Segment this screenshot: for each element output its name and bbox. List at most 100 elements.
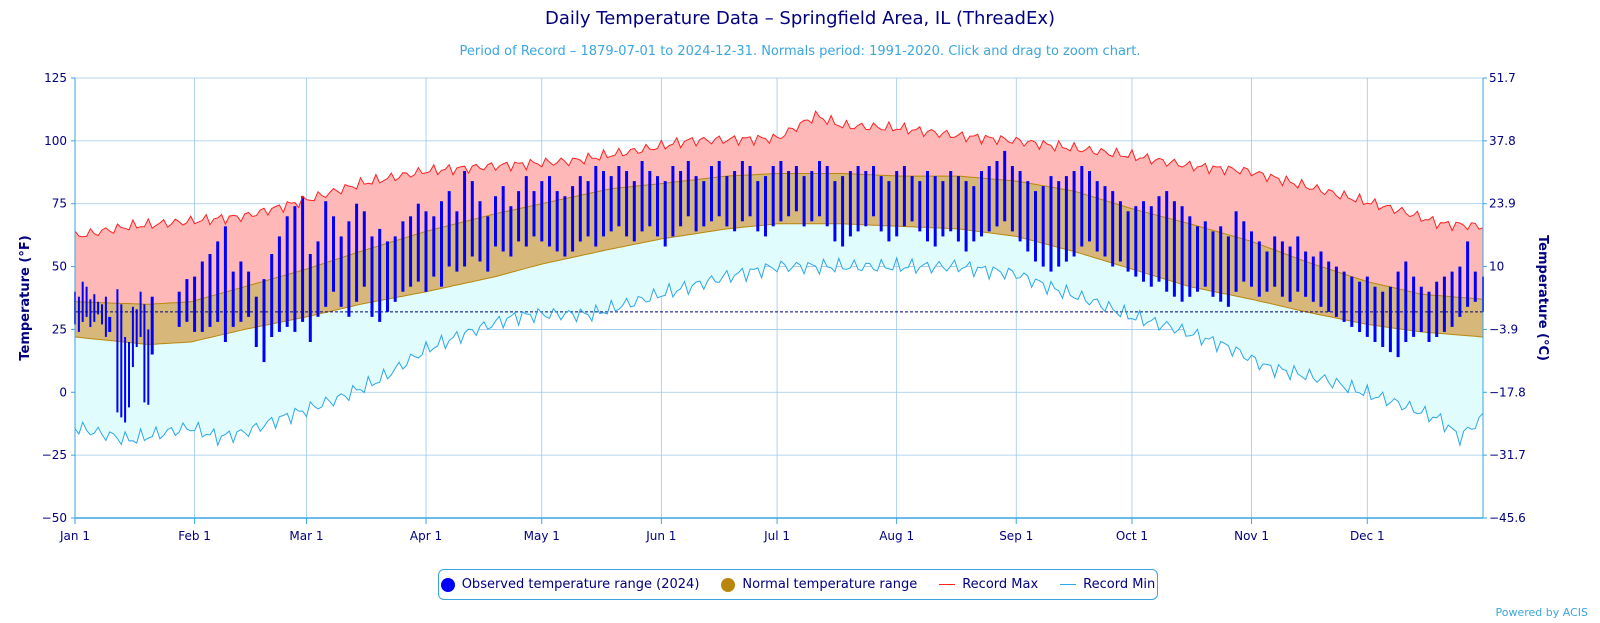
observed-bar <box>1126 211 1130 272</box>
observed-bar <box>856 166 860 232</box>
observed-bar <box>1211 231 1215 297</box>
observed-bar <box>1304 251 1308 297</box>
legend-item-observed[interactable]: Observed temperature range (2024) <box>440 577 699 592</box>
legend-item-normal[interactable]: Normal temperature range <box>721 577 917 592</box>
observed-bar <box>147 329 150 405</box>
observed-bar <box>725 176 729 227</box>
observed-bar <box>486 216 490 272</box>
observed-bar <box>578 176 582 242</box>
x-tick-label: May 1 <box>524 529 560 543</box>
observed-bar <box>933 176 937 247</box>
observed-bar <box>748 166 752 217</box>
observed-bar <box>216 241 220 322</box>
observed-bar <box>1273 236 1277 287</box>
observed-bar <box>1172 201 1176 297</box>
observed-bar <box>81 281 84 322</box>
observed-bar <box>239 261 243 322</box>
observed-bar <box>1311 256 1315 302</box>
observed-bar <box>1350 276 1354 327</box>
observed-bar <box>247 271 251 317</box>
observed-bar <box>139 291 142 337</box>
record-lines <box>74 109 1484 447</box>
legend-line-icon <box>939 584 956 585</box>
observed-bar <box>478 201 482 262</box>
observed-bar <box>208 254 212 327</box>
x-tick-label: Jul 1 <box>763 529 790 543</box>
observed-bar <box>1134 206 1138 277</box>
observed-bar <box>1450 271 1454 327</box>
observed-bar <box>501 186 505 252</box>
observed-bar <box>409 216 413 287</box>
observed-bar <box>710 166 713 222</box>
observed-bar <box>833 181 837 242</box>
x-tick-label: Oct 1 <box>1116 529 1148 543</box>
observed-bar <box>717 161 721 217</box>
observed-bar <box>524 176 528 247</box>
observed-bar <box>825 166 829 227</box>
y-tick-label-left: 125 <box>44 71 67 85</box>
legend-label-record-min: Record Min <box>1083 577 1156 592</box>
observed-bar <box>1111 191 1115 267</box>
observed-bar <box>1072 171 1076 257</box>
observed-bar <box>740 161 744 222</box>
observed-bar <box>848 171 852 237</box>
observed-bar <box>108 316 112 332</box>
observed-bar <box>987 166 991 232</box>
observed-bar <box>124 337 127 423</box>
observed-bar <box>632 181 636 242</box>
observed-bar <box>910 176 914 222</box>
legend-item-record-min[interactable]: Record Min <box>1060 577 1155 592</box>
observed-bar <box>401 221 405 292</box>
observed-bar <box>339 236 343 307</box>
observed-bar <box>1026 181 1030 252</box>
chart-title: Daily Temperature Data – Springfield Are… <box>544 8 1055 29</box>
observed-bar <box>694 176 698 232</box>
observed-bar <box>1466 241 1470 307</box>
observed-bar <box>540 181 544 242</box>
x-tick-label: Nov 1 <box>1234 529 1269 543</box>
observed-bar <box>949 171 953 232</box>
observed-bar <box>116 289 119 413</box>
observed-bar <box>231 271 235 327</box>
observed-bar <box>97 301 100 315</box>
observed-bar <box>602 171 605 237</box>
observed-bar <box>702 181 706 227</box>
observed-bar <box>686 161 690 217</box>
observed-bar <box>424 211 428 292</box>
observed-bar <box>571 186 575 252</box>
record-min-area <box>75 223 1483 446</box>
observed-bar <box>841 176 845 247</box>
observed-bar <box>131 306 134 368</box>
observed-bar <box>617 166 621 227</box>
legend-label-record-max: Record Max <box>962 577 1039 592</box>
observed-bar <box>135 309 138 347</box>
observed-bar <box>1203 221 1207 287</box>
observed-bar <box>548 176 551 247</box>
observed-bar <box>120 304 123 418</box>
powered-by-credit[interactable]: Powered by ACIS <box>1495 606 1589 619</box>
observed-bar <box>1327 261 1331 312</box>
y-tick-label-left: 25 <box>52 322 67 336</box>
observed-bar <box>1180 206 1184 302</box>
observed-bar <box>509 206 513 257</box>
observed-bar <box>1095 181 1099 252</box>
observed-bar <box>447 191 451 267</box>
observed-bar <box>1442 276 1446 332</box>
observed-bar <box>270 254 274 337</box>
observed-bar <box>640 161 644 232</box>
observed-bar <box>85 286 88 317</box>
x-tick-label: Jan 1 <box>59 529 90 543</box>
y-axis-label-right: Temperature (°C) <box>1535 235 1550 361</box>
observed-bar <box>872 166 875 217</box>
record-max-area <box>75 111 1483 305</box>
observed-bar <box>316 241 320 317</box>
observed-bar <box>1473 271 1477 302</box>
observed-bar <box>347 221 351 317</box>
observed-bar <box>101 304 103 325</box>
observed-bar <box>771 166 775 227</box>
observed-bar <box>733 171 737 232</box>
observed-bar <box>1458 266 1462 317</box>
legend-item-record-max[interactable]: Record Max <box>939 577 1038 592</box>
observed-bar <box>1064 176 1068 262</box>
